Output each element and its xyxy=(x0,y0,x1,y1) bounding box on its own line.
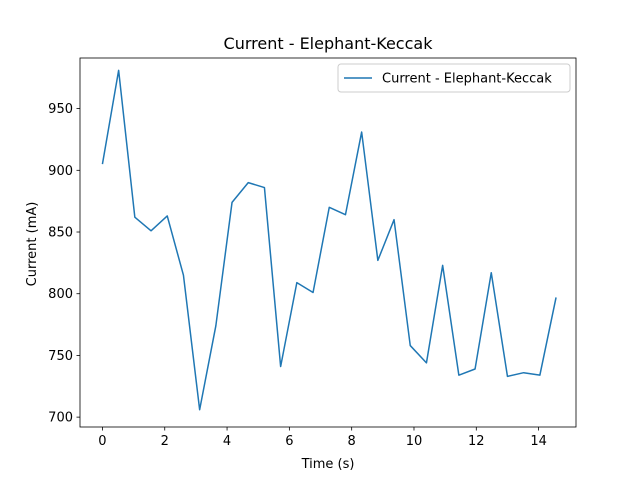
axes-frame xyxy=(79,57,577,428)
legend-label: Current - Elephant-Keccak xyxy=(382,72,552,87)
x-tick-label: 0 xyxy=(98,434,106,449)
legend: Current - Elephant-Keccak xyxy=(337,63,571,93)
y-tick-label: 750 xyxy=(48,349,73,364)
x-tick-label: 14 xyxy=(530,434,547,449)
series-line-0 xyxy=(101,69,557,411)
y-axis: 700 750 800 850 900 950 xyxy=(48,102,80,426)
y-tick-label: 950 xyxy=(48,102,73,117)
x-tick-label: 12 xyxy=(468,434,485,449)
x-tick-label: 2 xyxy=(161,434,169,449)
y-tick-label: 850 xyxy=(48,226,73,241)
chart-title: Current - Elephant-Keccak xyxy=(224,34,434,53)
y-tick-label: 900 xyxy=(48,164,73,179)
x-axis-label: Time (s) xyxy=(301,457,355,472)
plot-area xyxy=(79,57,577,428)
x-tick-label: 8 xyxy=(348,434,356,449)
y-tick-label: 700 xyxy=(48,411,73,426)
x-tick-label: 6 xyxy=(285,434,293,449)
x-tick-label: 4 xyxy=(223,434,231,449)
x-axis: 0 2 4 6 8 10 12 14 xyxy=(98,427,547,449)
legend-box xyxy=(337,63,571,93)
x-tick-label: 10 xyxy=(406,434,423,449)
y-tick-label: 800 xyxy=(48,287,73,302)
y-axis-label: Current (mA) xyxy=(25,202,40,287)
